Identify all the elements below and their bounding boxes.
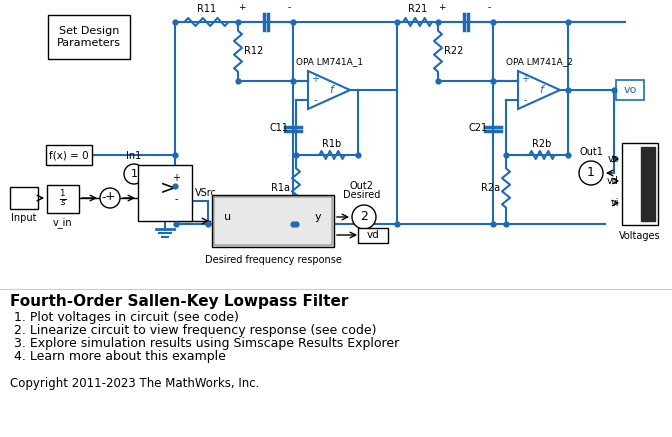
Circle shape — [124, 164, 144, 184]
Bar — [138, 165, 192, 221]
Text: VSrc: VSrc — [195, 188, 217, 198]
Text: $\frac{1}{s}$: $\frac{1}{s}$ — [59, 189, 67, 209]
Bar — [622, 143, 658, 225]
Text: +: + — [311, 74, 319, 84]
Text: C21: C21 — [469, 123, 488, 133]
Bar — [47, 185, 79, 213]
Text: vd: vd — [367, 230, 380, 240]
Text: Voltages: Voltages — [619, 231, 661, 241]
Text: OPA LM741A_2: OPA LM741A_2 — [505, 57, 573, 66]
Text: vo: vo — [607, 154, 619, 164]
Text: f(x) = 0: f(x) = 0 — [49, 150, 89, 160]
Text: Set Design
Parameters: Set Design Parameters — [57, 26, 121, 48]
Circle shape — [579, 161, 603, 185]
Text: R1a: R1a — [271, 183, 290, 193]
Text: Desired: Desired — [343, 190, 380, 200]
Text: -: - — [313, 96, 317, 105]
Text: -: - — [487, 3, 491, 12]
Bar — [10, 187, 38, 209]
Text: 3. Explore simulation results using Simscape Results Explorer: 3. Explore simulation results using Sims… — [14, 337, 399, 350]
Text: 1: 1 — [587, 166, 595, 180]
Text: 4. Learn more about this example: 4. Learn more about this example — [14, 350, 226, 363]
Text: >: > — [160, 178, 176, 198]
Text: -: - — [523, 96, 527, 105]
Text: Out1: Out1 — [579, 147, 603, 157]
Circle shape — [100, 188, 120, 208]
Text: -: - — [101, 191, 106, 205]
Text: vi: vi — [610, 198, 619, 208]
Text: +: + — [105, 190, 116, 202]
Text: +: + — [172, 173, 180, 183]
Text: vo: vo — [624, 85, 636, 95]
Text: 2. Linearize circuit to view frequency response (see code): 2. Linearize circuit to view frequency r… — [14, 324, 376, 337]
Text: Fourth-Order Sallen-Key Lowpass Filter: Fourth-Order Sallen-Key Lowpass Filter — [10, 294, 348, 309]
Text: R1b: R1b — [323, 139, 341, 149]
Text: 1: 1 — [130, 169, 138, 179]
Circle shape — [352, 205, 376, 229]
Bar — [46, 145, 92, 165]
Text: f: f — [329, 85, 333, 95]
Text: C11: C11 — [269, 123, 288, 133]
Text: +: + — [239, 3, 246, 12]
Text: R21: R21 — [408, 4, 427, 14]
Text: Input: Input — [11, 213, 37, 223]
Text: OPA LM741A_1: OPA LM741A_1 — [296, 57, 362, 66]
Text: Copyright 2011-2023 The MathWorks, Inc.: Copyright 2011-2023 The MathWorks, Inc. — [10, 377, 259, 390]
Text: 1. Plot voltages in circuit (see code): 1. Plot voltages in circuit (see code) — [14, 311, 239, 324]
Text: f: f — [539, 85, 543, 95]
Text: y: y — [314, 212, 321, 222]
Text: -: - — [288, 3, 290, 12]
Text: 2: 2 — [360, 211, 368, 223]
Text: -: - — [174, 194, 178, 204]
Bar — [358, 228, 388, 243]
Text: R2b: R2b — [532, 139, 552, 149]
Text: v_in: v_in — [53, 217, 73, 228]
Bar — [214, 197, 332, 245]
Text: +: + — [521, 74, 529, 84]
Text: R22: R22 — [444, 46, 464, 56]
Text: In1: In1 — [126, 151, 142, 161]
Bar — [212, 195, 334, 247]
Text: R2a: R2a — [481, 183, 500, 193]
Bar — [48, 15, 130, 59]
Text: Out2: Out2 — [350, 181, 374, 191]
Text: Desired frequency response: Desired frequency response — [204, 255, 341, 265]
Text: u: u — [224, 212, 232, 222]
Text: +: + — [438, 3, 446, 12]
Text: R11: R11 — [197, 4, 216, 14]
Text: R12: R12 — [244, 46, 263, 56]
Text: vd: vd — [607, 176, 619, 186]
Bar — [616, 80, 644, 100]
Bar — [641, 147, 655, 221]
